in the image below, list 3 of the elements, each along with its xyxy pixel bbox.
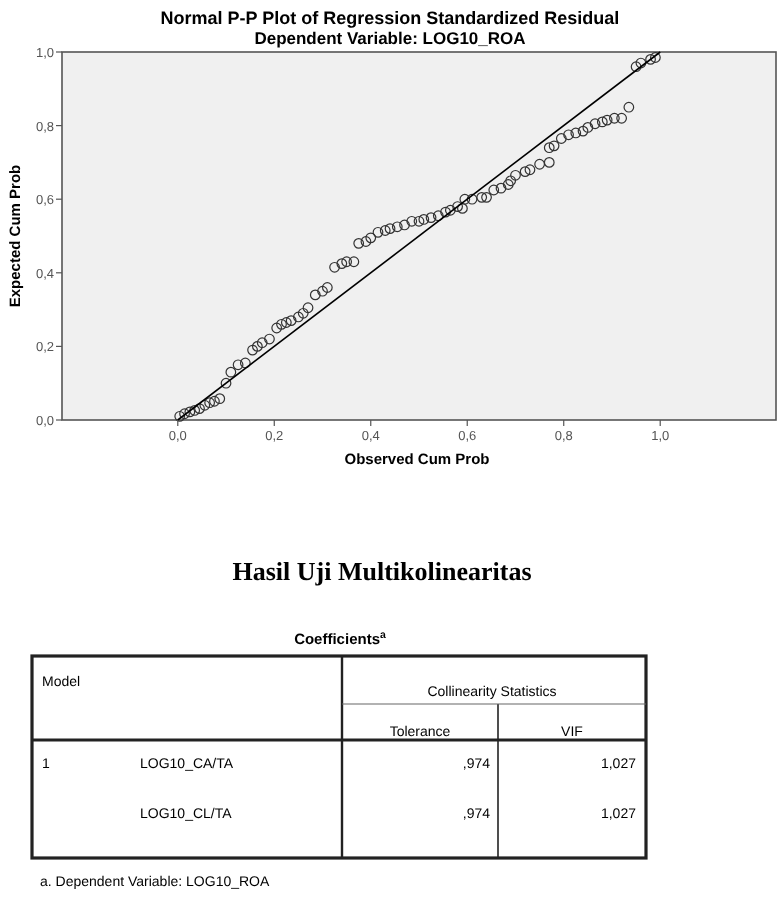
chart-title: Normal P-P Plot of Regression Standardized Residual [160,8,620,28]
chart-subtitle: Dependent Variable: LOG10_ROA [254,28,526,48]
text: Hasil Uji Multikolinearitas [232,556,532,586]
